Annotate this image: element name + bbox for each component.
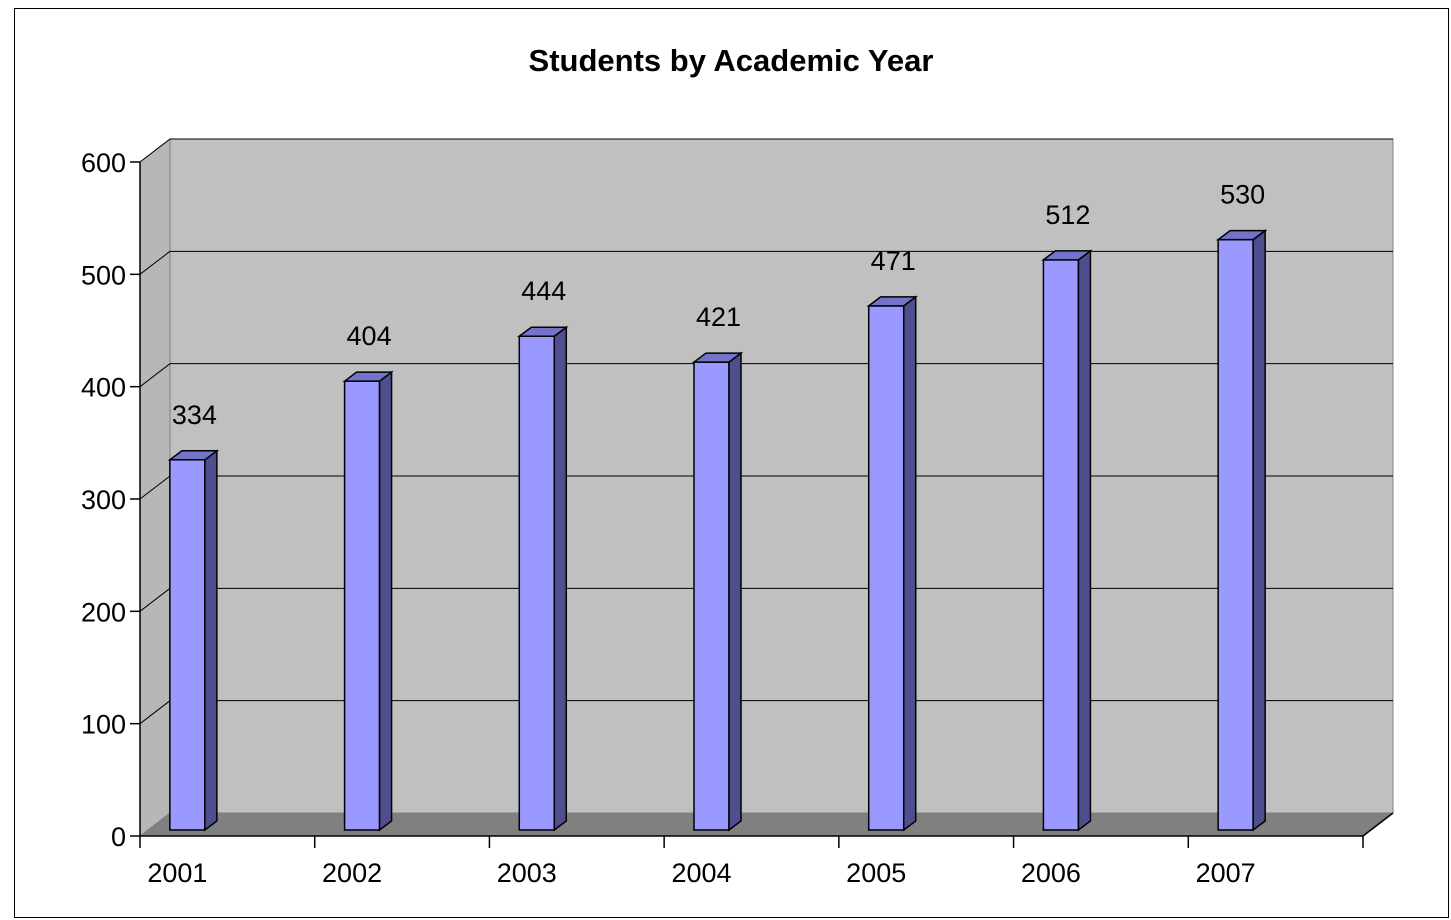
bar-front	[867, 305, 905, 831]
bars	[167, 229, 1268, 832]
y-axis-ticks: 0 100 200 300 400 500 600	[81, 148, 140, 852]
bar	[517, 325, 569, 832]
y-tick-label: 600	[81, 148, 126, 178]
data-label: 444	[521, 276, 566, 306]
bar-top	[866, 296, 918, 307]
x-tick-label: 2007	[1196, 858, 1256, 888]
gridline-side	[139, 138, 171, 163]
bar-top	[1041, 250, 1093, 261]
bar	[691, 351, 744, 832]
gridline-side	[139, 475, 171, 500]
bar-front	[169, 459, 206, 831]
data-label: 512	[1045, 200, 1090, 230]
bar-front	[518, 335, 556, 831]
bar-front	[343, 380, 381, 831]
bar	[167, 449, 220, 832]
x-tick-label: 2005	[846, 858, 906, 888]
bar	[342, 370, 394, 832]
y-tick-label: 500	[81, 260, 126, 290]
x-tick-label: 2004	[671, 858, 731, 888]
data-label: 471	[871, 246, 916, 276]
bar	[1041, 249, 1093, 832]
bar-side	[204, 449, 218, 832]
gridline-side	[139, 363, 171, 388]
bar-side	[1077, 249, 1092, 832]
bar-top	[342, 371, 394, 382]
bar-side	[553, 325, 568, 832]
gridline-side	[139, 250, 171, 275]
x-tick-label: 2001	[147, 858, 207, 888]
bar-front	[1042, 259, 1080, 831]
bar-top	[1215, 229, 1268, 241]
chart-title: Students by Academic Year	[529, 43, 934, 78]
bar-side	[728, 351, 742, 832]
bar-side	[378, 370, 393, 832]
y-tick-label: 0	[111, 822, 126, 852]
gridline-side	[139, 700, 171, 725]
x-tick-label: 2006	[1021, 858, 1081, 888]
data-label: 334	[172, 400, 217, 430]
data-labels: 334 404 444 421 471 512 530	[172, 180, 1265, 430]
data-label: 530	[1220, 180, 1265, 210]
bar-top	[167, 450, 220, 461]
data-label: 421	[696, 302, 741, 332]
data-label: 404	[347, 321, 392, 351]
bar-side	[902, 295, 917, 832]
bar-top	[691, 352, 744, 363]
bar-front	[693, 361, 730, 831]
floor	[140, 813, 1393, 836]
y-tick-label: 400	[81, 373, 126, 403]
floor-edge	[1362, 812, 1394, 837]
bar-front	[1217, 238, 1254, 831]
bar	[1215, 229, 1268, 832]
bar-top	[517, 326, 569, 337]
y-tick-label: 200	[81, 597, 126, 627]
y-tick-label: 300	[81, 485, 126, 515]
bar-side	[1252, 229, 1266, 832]
x-tick-label: 2003	[497, 858, 557, 888]
gridline-side	[139, 587, 171, 612]
x-tick-label: 2002	[322, 858, 382, 888]
y-tick-label: 100	[81, 710, 126, 740]
bar	[866, 295, 918, 832]
x-axis-ticks: 2001 2002 2003 2004 2005 2006 2007	[139, 836, 1364, 888]
